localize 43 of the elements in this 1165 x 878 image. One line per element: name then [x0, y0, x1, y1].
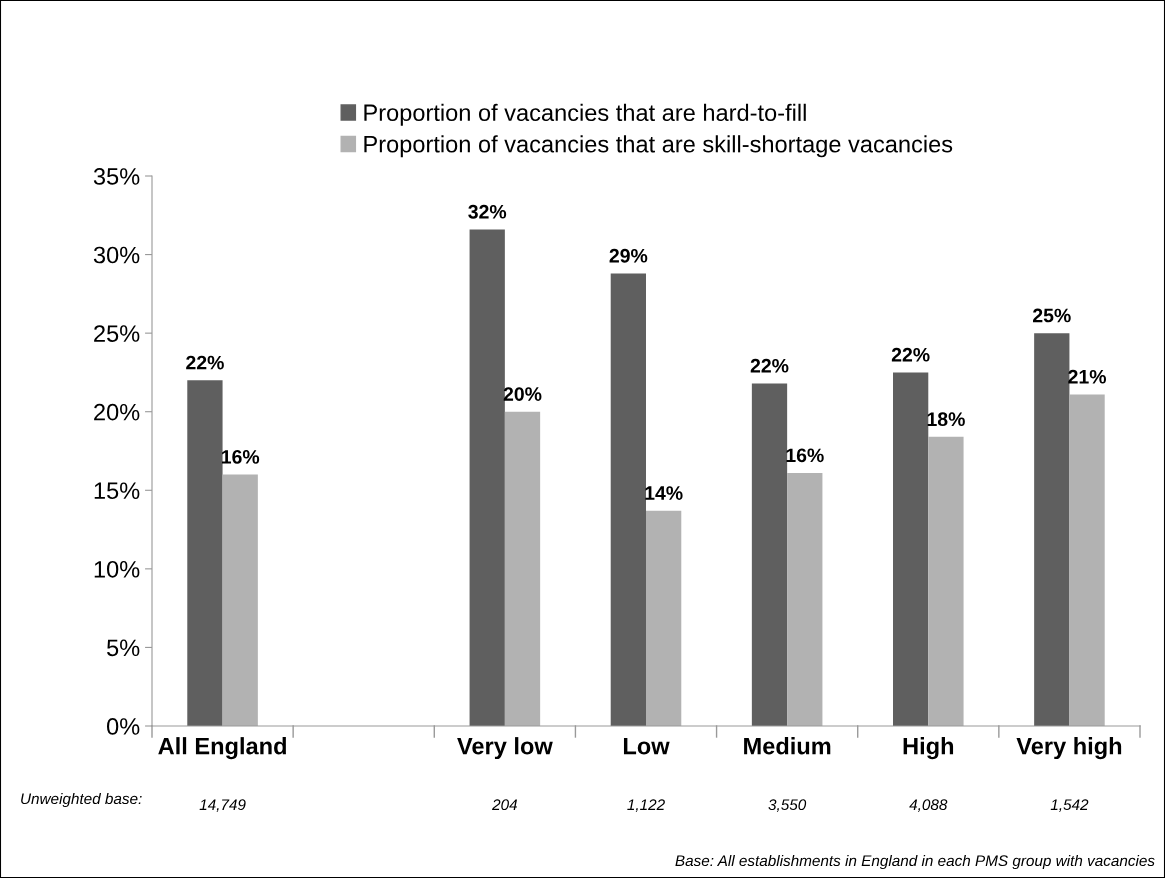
text: 3,550 — [768, 799, 807, 812]
bar — [928, 436, 964, 726]
y-tick-label: 20% — [94, 403, 140, 421]
data-label: 25% — [1033, 308, 1071, 323]
bar — [646, 510, 682, 726]
y-tick-label: 25% — [94, 325, 140, 342]
x-tick-label: All England — [158, 737, 286, 760]
x-tick-label: Very low — [457, 737, 553, 760]
text: 1,542 — [1050, 799, 1089, 812]
text: Base: All establishments in England in each PMS group with vacancies — [675, 854, 1155, 870]
text: 14,749 — [199, 799, 246, 812]
y-tick-label: 0% — [106, 718, 140, 735]
bar — [787, 473, 823, 726]
data-label: 22% — [891, 347, 930, 362]
bar — [187, 380, 223, 726]
y-tick-label: 5% — [107, 639, 140, 657]
y-tick-label: 10% — [94, 560, 140, 578]
x-tick-label: Low — [623, 737, 670, 755]
x-tick-label: Very high — [1016, 737, 1122, 760]
data-label: 16% — [221, 450, 260, 464]
y-tick-label: 15% — [94, 482, 140, 500]
legend-label: Proportion of vacancies that are hard-to-fill — [364, 103, 806, 126]
x-tick-label: Medium — [744, 737, 831, 755]
legend-label: Proportion of vacancies that are skill-shortage vacancies — [364, 135, 953, 158]
bar — [1069, 394, 1105, 726]
bar — [504, 411, 541, 726]
bar — [1034, 333, 1070, 726]
bar — [469, 229, 505, 726]
bar — [893, 372, 929, 726]
bar — [751, 383, 788, 726]
data-label: 32% — [468, 204, 507, 219]
x-tick-label: High — [903, 737, 954, 760]
text: Unweighted base: — [21, 792, 142, 808]
data-label: 22% — [750, 358, 789, 373]
text: 204 — [492, 799, 518, 811]
y-tick-label: 30% — [93, 246, 140, 264]
data-label: 29% — [609, 248, 648, 263]
text: 1,122 — [627, 799, 665, 812]
data-label: 22% — [186, 355, 224, 370]
text: 4,088 — [909, 799, 948, 812]
bar — [610, 273, 646, 726]
y-tick-label: 35% — [93, 168, 140, 185]
bar — [222, 474, 258, 726]
